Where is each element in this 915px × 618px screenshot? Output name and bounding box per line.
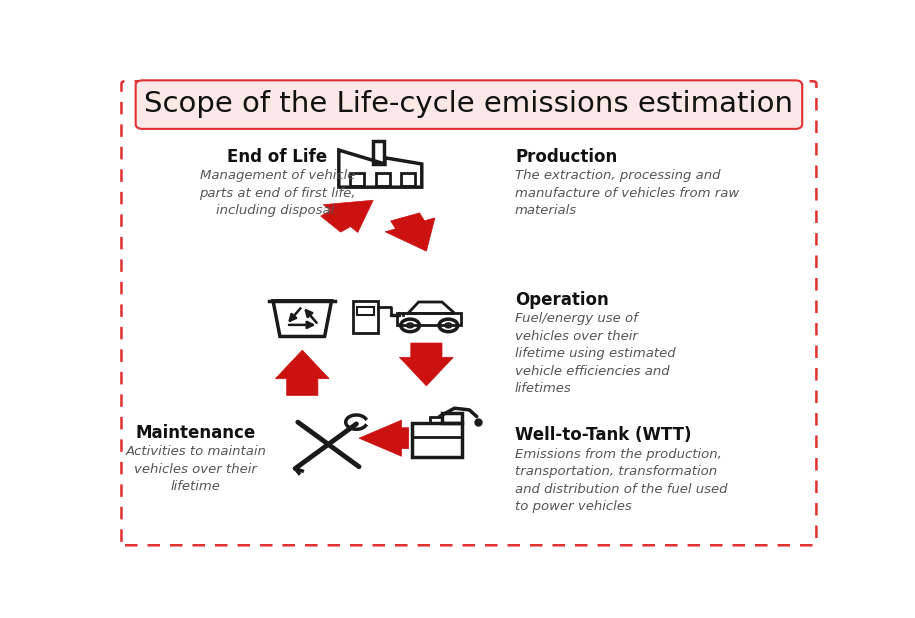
Text: Management of vehicle
parts at end of first life,
including disposal.: Management of vehicle parts at end of fi… bbox=[199, 169, 356, 218]
Polygon shape bbox=[385, 213, 435, 251]
Text: The extraction, processing and
manufacture of vehicles from raw
materials: The extraction, processing and manufactu… bbox=[515, 169, 739, 218]
FancyBboxPatch shape bbox=[135, 80, 802, 129]
FancyBboxPatch shape bbox=[122, 82, 816, 545]
Text: Emissions from the production,
transportation, transformation
and distribution o: Emissions from the production, transport… bbox=[515, 447, 727, 513]
Text: Fuel/energy use of
vehicles over their
lifetime using estimated
vehicle efficien: Fuel/energy use of vehicles over their l… bbox=[515, 312, 675, 395]
Polygon shape bbox=[320, 200, 373, 232]
Polygon shape bbox=[400, 343, 453, 386]
Text: End of Life: End of Life bbox=[228, 148, 328, 166]
Text: Operation: Operation bbox=[515, 290, 608, 308]
Text: Well-to-Tank (WTT): Well-to-Tank (WTT) bbox=[515, 426, 692, 444]
Text: Maintenance: Maintenance bbox=[135, 424, 256, 442]
Polygon shape bbox=[359, 420, 409, 456]
Text: Scope of the Life-cycle emissions estimation: Scope of the Life-cycle emissions estima… bbox=[145, 90, 793, 118]
Text: Production: Production bbox=[515, 148, 618, 166]
Text: Activities to maintain
vehicles over their
lifetime: Activities to maintain vehicles over the… bbox=[125, 446, 266, 493]
Polygon shape bbox=[275, 350, 329, 396]
